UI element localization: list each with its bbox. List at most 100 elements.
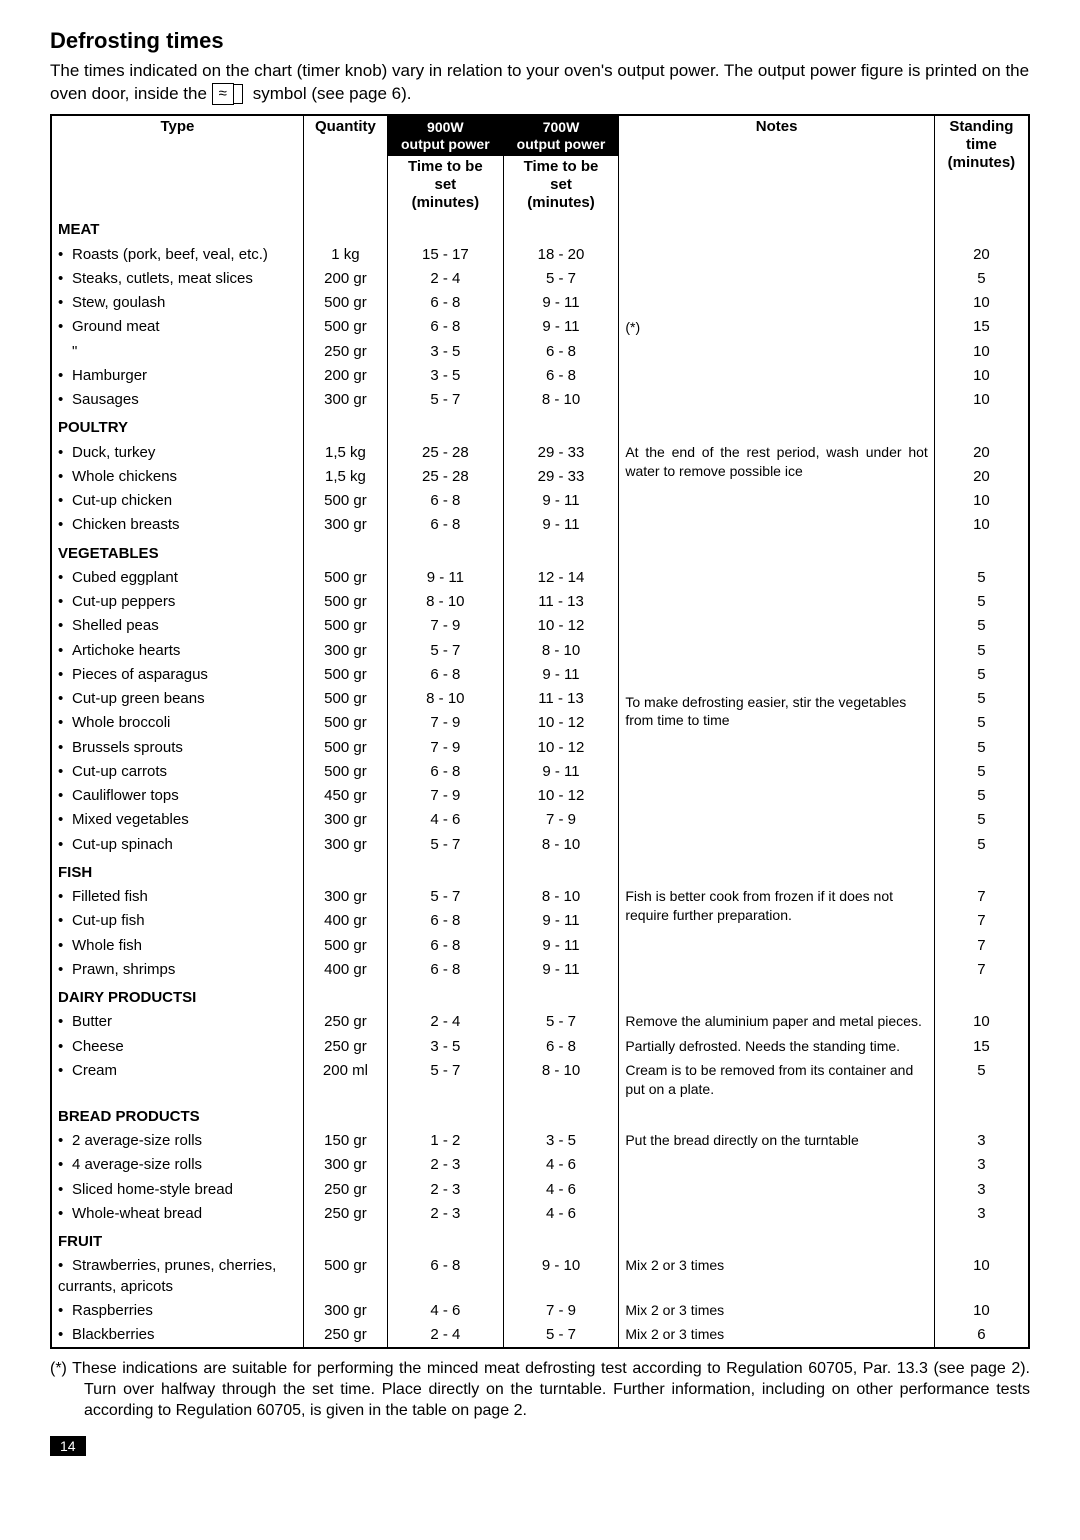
row-note: Cream is to be removed from its containe… bbox=[619, 1059, 934, 1101]
intro-text: The times indicated on the chart (timer … bbox=[50, 60, 1030, 106]
row-time-900: 2 - 3 bbox=[388, 1178, 504, 1202]
row-time-900: 6 - 8 bbox=[388, 909, 504, 933]
row-standing: 10 bbox=[934, 364, 1029, 388]
row-standing: 3 bbox=[934, 1178, 1029, 1202]
row-note: Mix 2 or 3 times bbox=[619, 1254, 934, 1299]
th-qty: Quantity bbox=[303, 115, 387, 215]
footnote: (*) These indications are suitable for p… bbox=[50, 1359, 1030, 1421]
row-type: •Cauliflower tops bbox=[51, 784, 303, 808]
row-time-700: 7 - 9 bbox=[503, 1299, 619, 1323]
intro-post: symbol (see page 6). bbox=[248, 84, 411, 103]
row-type: •Blackberries bbox=[51, 1323, 303, 1348]
row-time-700: 4 - 6 bbox=[503, 1153, 619, 1177]
row-qty: 500 gr bbox=[303, 711, 387, 735]
row-time-900: 6 - 8 bbox=[388, 934, 504, 958]
th-notes: Notes bbox=[619, 115, 934, 215]
row-standing: 10 bbox=[934, 1010, 1029, 1034]
row-time-900: 6 - 8 bbox=[388, 1254, 504, 1299]
row-time-900: 8 - 10 bbox=[388, 590, 504, 614]
section-title: FISH bbox=[51, 857, 303, 885]
row-qty: 500 gr bbox=[303, 663, 387, 687]
row-qty: 300 gr bbox=[303, 513, 387, 537]
row-qty: 1,5 kg bbox=[303, 465, 387, 489]
row-standing: 10 bbox=[934, 1299, 1029, 1323]
row-standing: 5 bbox=[934, 784, 1029, 808]
row-qty: 300 gr bbox=[303, 639, 387, 663]
row-qty: 300 gr bbox=[303, 1299, 387, 1323]
row-qty: 250 gr bbox=[303, 1035, 387, 1059]
row-standing: 5 bbox=[934, 760, 1029, 784]
section-note: To make defrosting easier, stir the vege… bbox=[619, 566, 934, 857]
row-time-900: 25 - 28 bbox=[388, 465, 504, 489]
row-time-700: 18 - 20 bbox=[503, 243, 619, 267]
row-qty: 300 gr bbox=[303, 388, 387, 412]
row-standing: 6 bbox=[934, 1323, 1029, 1348]
row-time-700: 9 - 11 bbox=[503, 489, 619, 513]
row-qty: 300 gr bbox=[303, 808, 387, 832]
row-standing: 3 bbox=[934, 1202, 1029, 1226]
row-time-900: 6 - 8 bbox=[388, 513, 504, 537]
row-note: Mix 2 or 3 times bbox=[619, 1299, 934, 1323]
section-title: VEGETABLES bbox=[51, 538, 303, 566]
row-standing: 5 bbox=[934, 736, 1029, 760]
row-time-700: 8 - 10 bbox=[503, 1059, 619, 1101]
th-700w: 700Woutput power bbox=[503, 115, 619, 156]
row-time-900: 6 - 8 bbox=[388, 291, 504, 315]
row-standing: 5 bbox=[934, 267, 1029, 291]
row-time-900: 25 - 28 bbox=[388, 441, 504, 465]
row-standing: 3 bbox=[934, 1153, 1029, 1177]
row-qty: 200 gr bbox=[303, 364, 387, 388]
row-time-700: 11 - 13 bbox=[503, 687, 619, 711]
row-type: •Butter bbox=[51, 1010, 303, 1034]
row-standing: 3 bbox=[934, 1129, 1029, 1153]
page-heading: Defrosting times bbox=[50, 28, 1030, 54]
row-time-900: 6 - 8 bbox=[388, 663, 504, 687]
row-note: Partially defrosted. Needs the standing … bbox=[619, 1035, 934, 1059]
section-note: Fish is better cook from frozen if it do… bbox=[619, 885, 934, 982]
row-time-900: 5 - 7 bbox=[388, 885, 504, 909]
row-time-900: 4 - 6 bbox=[388, 808, 504, 832]
row-type: •Cheese bbox=[51, 1035, 303, 1059]
row-standing: 5 bbox=[934, 590, 1029, 614]
row-type: •Chicken breasts bbox=[51, 513, 303, 537]
row-qty: 250 gr bbox=[303, 1178, 387, 1202]
section-note: Put the bread directly on the turntable bbox=[619, 1129, 934, 1226]
row-type: •Strawberries, prunes, cherries, currant… bbox=[51, 1254, 303, 1299]
row-time-900: 5 - 7 bbox=[388, 833, 504, 857]
row-type: •Hamburger bbox=[51, 364, 303, 388]
row-standing: 20 bbox=[934, 441, 1029, 465]
row-qty: 250 gr bbox=[303, 1323, 387, 1348]
row-type: •Cut-up green beans bbox=[51, 687, 303, 711]
row-type: •Mixed vegetables bbox=[51, 808, 303, 832]
symbol-box: ≈ bbox=[212, 83, 234, 105]
row-type: •Whole chickens bbox=[51, 465, 303, 489]
row-time-900: 5 - 7 bbox=[388, 639, 504, 663]
row-standing: 7 bbox=[934, 958, 1029, 982]
row-time-700: 10 - 12 bbox=[503, 614, 619, 638]
row-type: •Pieces of asparagus bbox=[51, 663, 303, 687]
row-time-900: 5 - 7 bbox=[388, 388, 504, 412]
row-note: Remove the aluminium paper and metal pie… bbox=[619, 1010, 934, 1034]
row-time-700: 4 - 6 bbox=[503, 1178, 619, 1202]
row-type: •Steaks, cutlets, meat slices bbox=[51, 267, 303, 291]
row-type: •2 average-size rolls bbox=[51, 1129, 303, 1153]
row-time-700: 11 - 13 bbox=[503, 590, 619, 614]
row-time-700: 9 - 11 bbox=[503, 958, 619, 982]
row-time-700: 9 - 11 bbox=[503, 663, 619, 687]
row-time-700: 7 - 9 bbox=[503, 808, 619, 832]
section-title: FRUIT bbox=[51, 1226, 303, 1254]
row-time-700: 3 - 5 bbox=[503, 1129, 619, 1153]
row-time-700: 9 - 11 bbox=[503, 291, 619, 315]
table-body: MEAT•Roasts (pork, beef, veal, etc.)1 kg… bbox=[51, 214, 1029, 1348]
section-title: MEAT bbox=[51, 214, 303, 242]
intro-pre: The times indicated on the chart (timer … bbox=[50, 61, 1029, 103]
row-qty: 1,5 kg bbox=[303, 441, 387, 465]
row-qty: 200 ml bbox=[303, 1059, 387, 1101]
row-type: •Cut-up fish bbox=[51, 909, 303, 933]
row-time-700: 8 - 10 bbox=[503, 885, 619, 909]
row-standing: 7 bbox=[934, 934, 1029, 958]
row-time-900: 6 - 8 bbox=[388, 958, 504, 982]
row-time-700: 9 - 11 bbox=[503, 909, 619, 933]
row-time-900: 6 - 8 bbox=[388, 760, 504, 784]
row-qty: 500 gr bbox=[303, 315, 387, 339]
